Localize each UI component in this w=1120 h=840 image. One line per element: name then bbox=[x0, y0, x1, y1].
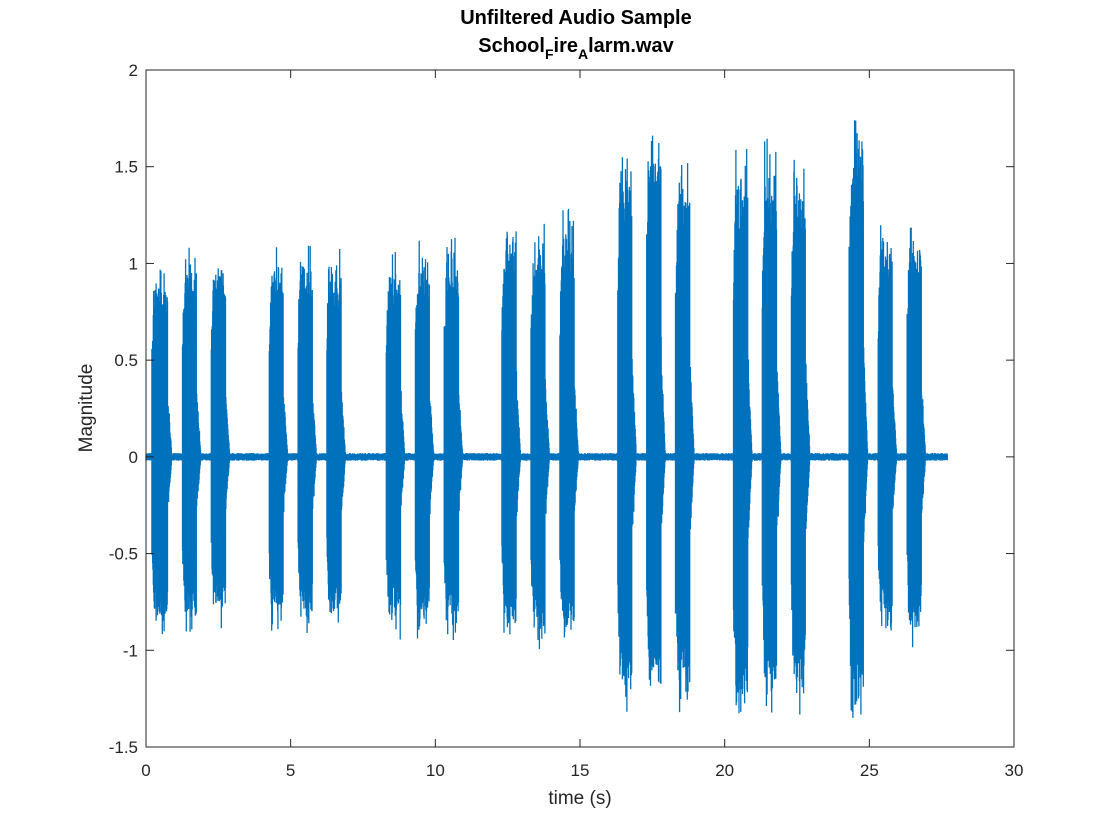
y-axis-label: Magnitude bbox=[76, 364, 97, 453]
x-axis: 0 5 10 15 20 25 30 bbox=[141, 70, 1023, 780]
y-tick-label: 0 bbox=[129, 448, 138, 467]
x-tick-label: 20 bbox=[715, 761, 734, 780]
x-tick-label: 0 bbox=[141, 761, 150, 780]
y-tick-label: -1 bbox=[123, 641, 138, 660]
y-tick-label: -0.5 bbox=[109, 545, 138, 564]
y-tick-label: 0.5 bbox=[114, 351, 138, 370]
y-tick-label: 1.5 bbox=[114, 158, 138, 177]
x-tick-label: 5 bbox=[286, 761, 295, 780]
x-tick-label: 30 bbox=[1005, 761, 1024, 780]
x-tick-label: 25 bbox=[860, 761, 879, 780]
chart-subtitle-filename: SchoolFireAlarm.wav bbox=[478, 35, 674, 62]
y-axis: -1.5 -1 -0.5 0 0.5 1 1.5 2 bbox=[109, 61, 1014, 757]
x-axis-label: time (s) bbox=[548, 788, 611, 809]
y-tick-label: 1 bbox=[129, 254, 138, 273]
y-tick-label: -1.5 bbox=[109, 738, 138, 757]
x-tick-label: 15 bbox=[571, 761, 590, 780]
x-tick-label: 10 bbox=[426, 761, 445, 780]
chart-title: Unfiltered Audio Sample bbox=[460, 7, 692, 29]
plot-area bbox=[146, 70, 1014, 747]
y-tick-label: 2 bbox=[129, 61, 138, 80]
